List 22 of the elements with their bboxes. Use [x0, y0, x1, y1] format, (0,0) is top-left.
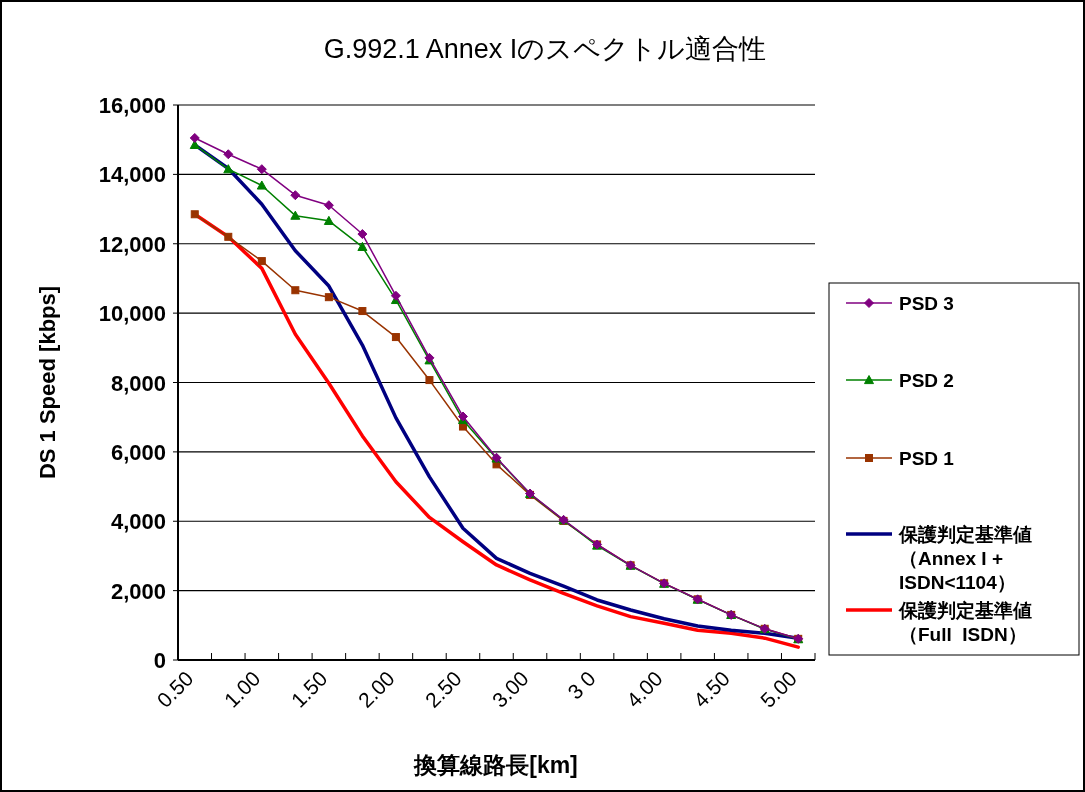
- x-tick-label: 4.50: [688, 666, 735, 712]
- legend-label: PSD 3: [899, 293, 954, 314]
- x-tick-label: 3 0: [562, 666, 600, 704]
- y-tick-label: 12,000: [98, 231, 166, 257]
- y-tick-label: 14,000: [98, 162, 166, 188]
- legend-label: 保護判定基準値（Full ISDN）: [898, 600, 1032, 645]
- y-tick-label: 2,000: [110, 578, 166, 604]
- y-tick-label: 8,000: [110, 370, 166, 396]
- legend-label: PSD 1: [899, 448, 955, 469]
- x-tick-label: 3.00: [487, 666, 533, 712]
- x-tick-label: 5.00: [755, 666, 802, 712]
- x-tick-label: 4.00: [621, 666, 667, 712]
- y-tick-label: 0: [153, 648, 166, 673]
- y-tick-label: 16,000: [98, 93, 166, 118]
- y-tick-label: 10,000: [98, 301, 166, 327]
- legend-label: 保護判定基準値（Annex I + ISDN<1104）: [898, 524, 1032, 593]
- y-tick-label: 4,000: [110, 509, 166, 535]
- legend-label: PSD 2: [899, 370, 954, 391]
- y-axis-title: DS 1 Speed [kbps]: [35, 285, 60, 480]
- chart-title: G.992.1 Annex Iのスペクトル適合性: [323, 34, 767, 64]
- y-tick-label: 6,000: [110, 439, 166, 465]
- x-axis-title: 換算線路長[km]: [413, 752, 578, 778]
